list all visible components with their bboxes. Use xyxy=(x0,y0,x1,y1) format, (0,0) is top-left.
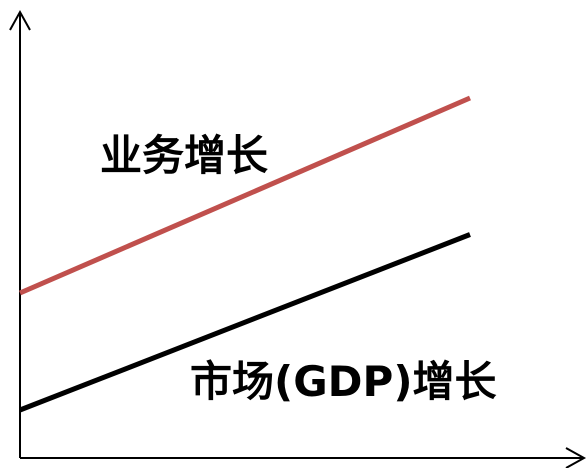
y-axis-arrow xyxy=(9,9,31,31)
series-line-business-growth xyxy=(19,95,471,296)
x-axis-arrow xyxy=(565,447,587,468)
axes xyxy=(9,9,587,468)
series-label-market-gdp-growth: 市场(GDP)增长 xyxy=(190,357,497,406)
series-label-business-growth: 业务增长 xyxy=(100,131,268,180)
series-layer xyxy=(19,95,471,413)
series-line-market-gdp-growth xyxy=(19,232,471,413)
